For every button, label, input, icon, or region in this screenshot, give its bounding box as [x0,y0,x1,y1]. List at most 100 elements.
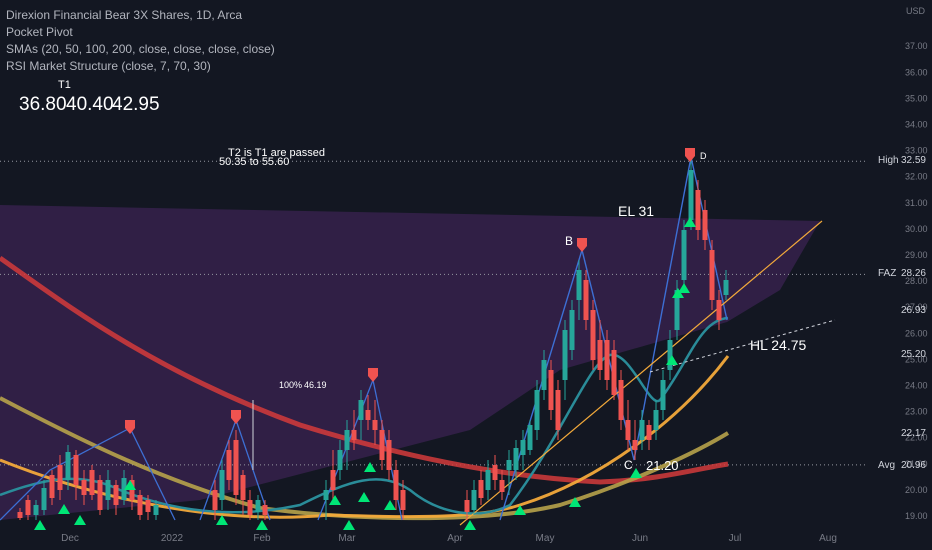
y-tick-label: 35.00 [905,93,928,103]
candle-body [464,500,470,512]
pocket-pivot-arrow [666,355,678,365]
y-tick-label: 22.00 [905,433,928,443]
candle-body [541,360,547,390]
y-tick-label: 33.00 [905,146,928,156]
candle-body [583,280,589,320]
x-tick-label: Feb [253,533,271,544]
candle-body [323,490,329,500]
target-value-2: 40.40 [66,94,114,115]
pocket-pivot-arrow [34,520,46,530]
y-tick-label: 26.00 [905,328,928,338]
candle-body [226,450,232,480]
candle-body [492,465,498,480]
pocket-pivot-arrow [464,520,476,530]
y-tick-label: 29.00 [905,250,928,260]
price-tag-high: High 32.59 [878,155,926,166]
candle-body [485,470,491,490]
candle-body [618,380,624,420]
candle-body [81,480,87,495]
candle-body [372,420,378,430]
pocket-pivot-arrow [124,480,136,490]
candle-body [702,210,708,240]
x-tick-label: Jul [729,533,742,544]
candle-body [137,495,143,515]
target-value-1: 36.80 [19,94,67,115]
candle-body [653,410,659,430]
pct-annotation: 100% [279,380,303,390]
candle-body [57,465,63,490]
indicator-pocket-pivot[interactable]: Pocket Pivot [6,25,73,39]
currency-label: USD [906,6,926,16]
candle-body [506,460,512,470]
el-annotation: EL 31 [618,203,655,219]
x-tick-label: Apr [447,533,463,544]
y-tick-label: 31.00 [905,198,928,208]
candle-body [337,450,343,470]
pocket-pivot-arrow [630,468,642,478]
t1-label: T1 [58,79,71,91]
x-tick-label: Dec [61,533,79,544]
peak-marker [231,410,241,424]
zone-fill [0,205,820,520]
candle-body [723,280,729,295]
y-tick-label: 19.00 [905,511,928,521]
pattern-line-1 [0,427,176,521]
pocket-pivot-arrow [678,283,690,293]
indicator-rsi-market-structure[interactable]: RSI Market Structure (close, 7, 70, 30) [6,59,211,73]
pocket-pivot-arrow [343,520,355,530]
candle-body [89,470,95,495]
candle-body [212,490,218,510]
candle-body [527,425,533,450]
chart-title: Direxion Financial Bear 3X Shares, 1D, A… [6,8,243,22]
candle-body [330,470,336,490]
y-tick-label: 27.00 [905,302,928,312]
candle-body [716,300,722,320]
price-tag-last: FAZ 28.26 [878,268,926,279]
target-note-1: T2 is T1 are passed [228,147,326,159]
candle-body [219,470,225,500]
candle-body [393,470,399,500]
candle-body [611,350,617,395]
candle-body [233,440,239,495]
x-tick-label: May [536,533,555,544]
candle-body [632,440,638,450]
peak-marker [368,368,378,382]
candle-body [471,490,477,510]
pocket-pivot-arrow [384,500,396,510]
x-tick-label: Aug [819,533,837,544]
pocket-pivot-arrow [256,520,268,530]
pocket-pivot-arrow [358,492,370,502]
candle-body [660,380,666,410]
pocket-pivot-arrow [514,505,526,515]
candle-body [97,480,103,510]
y-tick-label: 32.00 [905,172,928,182]
pocket-pivot-arrow [684,217,696,227]
indicator-smas[interactable]: SMAs (20, 50, 100, 200, close, close, cl… [6,42,275,56]
candle-body [688,170,694,220]
candle-body [358,400,364,420]
candle-body [41,488,47,510]
candle-body [145,500,151,512]
target-value-3: 42.95 [112,94,160,115]
y-tick-label: 34.00 [905,120,928,130]
candle-body [576,270,582,300]
y-tick-label: 23.00 [905,407,928,417]
point-d-label: D [700,151,707,161]
y-tick-label: 30.00 [905,224,928,234]
pocket-pivot-arrow [74,515,86,525]
peak-marker [685,148,695,162]
pocket-pivot-arrow [216,515,228,525]
candle-body [247,500,253,515]
y-tick-label: 21.00 [905,459,928,469]
price-tag-sma20: 26.93 [900,305,926,316]
x-tick-label: 2022 [161,533,184,544]
candle-body [33,505,39,515]
candle-body [562,330,568,380]
y-tick-label: 25.00 [905,354,928,364]
candle-body [351,430,357,440]
candle-body [153,505,159,515]
candle-body [534,390,540,430]
candle-body [590,310,596,360]
candle-body [240,475,246,500]
